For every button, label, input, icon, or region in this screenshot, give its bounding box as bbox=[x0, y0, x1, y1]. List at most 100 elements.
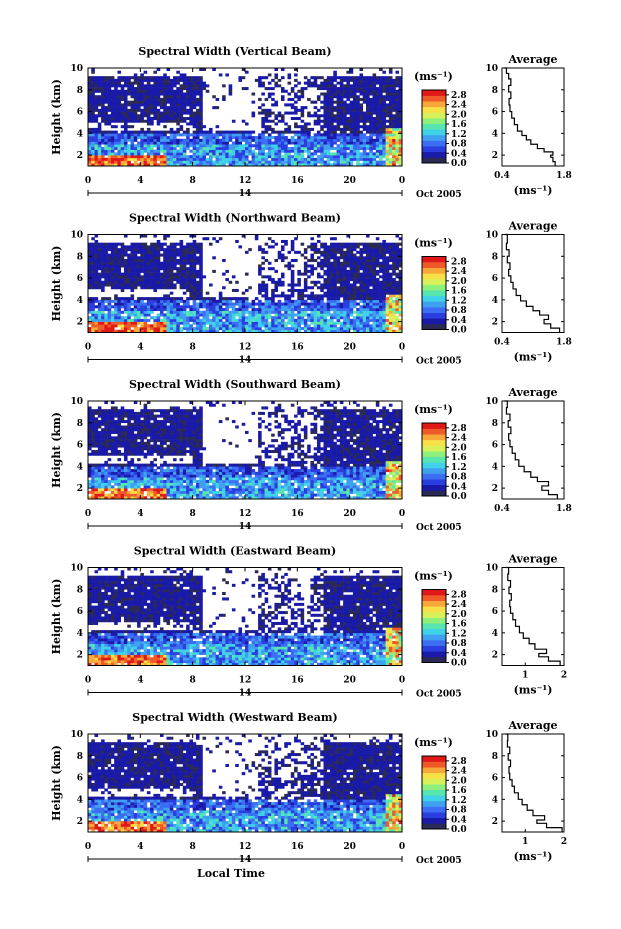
heatmap-cell bbox=[395, 283, 400, 287]
heatmap-cell bbox=[228, 84, 233, 88]
heatmap-cell bbox=[277, 114, 282, 118]
heatmap-cell bbox=[366, 152, 370, 156]
heatmap-cell bbox=[205, 84, 210, 88]
heatmap-cell bbox=[280, 305, 285, 309]
heatmap-cell bbox=[254, 321, 259, 325]
heatmap-cell bbox=[159, 97, 164, 101]
heatmap-cell bbox=[94, 76, 99, 80]
heatmap-cell bbox=[166, 259, 171, 263]
heatmap-cell bbox=[192, 138, 197, 142]
heatmap-cell bbox=[114, 242, 118, 246]
heatmap-cell bbox=[153, 81, 157, 85]
heatmap-cell bbox=[362, 149, 367, 153]
heatmap-cell bbox=[179, 313, 184, 317]
heatmap-cell bbox=[310, 259, 314, 263]
heatmap-cell bbox=[290, 280, 295, 284]
heatmap-cell bbox=[271, 97, 275, 101]
heatmap-cell bbox=[114, 286, 118, 290]
heatmap-cell bbox=[352, 291, 357, 295]
heatmap-cell bbox=[362, 76, 367, 80]
heatmap-cell bbox=[176, 261, 180, 265]
heatmap-cell bbox=[192, 327, 197, 331]
heatmap-cell bbox=[316, 157, 321, 161]
heatmap-cell bbox=[258, 97, 262, 101]
heatmap-cell bbox=[212, 68, 216, 72]
heatmap-cell bbox=[110, 108, 115, 112]
heatmap-cell bbox=[123, 78, 128, 82]
heatmap-cell bbox=[297, 269, 301, 273]
heatmap-cell bbox=[215, 327, 220, 331]
heatmap-cell bbox=[330, 111, 334, 115]
heatmap-cell bbox=[169, 157, 174, 161]
heatmap-cell bbox=[326, 308, 331, 312]
heatmap-cell bbox=[88, 92, 92, 96]
heatmap-cell bbox=[310, 127, 314, 131]
heatmap-cell bbox=[287, 261, 292, 265]
heatmap-cell bbox=[375, 248, 380, 252]
heatmap-cell bbox=[294, 160, 298, 164]
heatmap-cell bbox=[173, 324, 177, 328]
heatmap-cell bbox=[114, 324, 118, 328]
heatmap-cell bbox=[225, 329, 229, 333]
heatmap-cell bbox=[388, 297, 393, 301]
heatmap-cell bbox=[186, 283, 190, 287]
heatmap-cell bbox=[114, 267, 118, 271]
heatmap-cell bbox=[300, 95, 305, 99]
heatmap-cell bbox=[254, 138, 259, 142]
heatmap-cell bbox=[245, 149, 249, 153]
heatmap-cell bbox=[372, 286, 377, 290]
heatmap-cell bbox=[369, 141, 373, 145]
heatmap-cell bbox=[290, 138, 295, 142]
heatmap-cell bbox=[343, 250, 347, 254]
heatmap-cell bbox=[173, 160, 177, 164]
heatmap-cell bbox=[156, 286, 161, 290]
heatmap-cell bbox=[130, 144, 135, 148]
heatmap-cell bbox=[91, 111, 95, 115]
heatmap-cell bbox=[202, 316, 207, 320]
heatmap-cell bbox=[169, 261, 174, 265]
heatmap-cell bbox=[179, 283, 184, 287]
heatmap-cell bbox=[189, 264, 193, 268]
heatmap-cell bbox=[251, 152, 256, 156]
heatmap-cell bbox=[143, 275, 148, 279]
heatmap-cell bbox=[366, 294, 370, 298]
heatmap-cell bbox=[173, 163, 177, 167]
heatmap-cell bbox=[267, 297, 272, 301]
heatmap-cell bbox=[254, 160, 259, 164]
heatmap-cell bbox=[385, 308, 390, 312]
heatmap-cell bbox=[379, 84, 383, 88]
heatmap-cell bbox=[209, 318, 213, 322]
heatmap-cell bbox=[310, 264, 314, 268]
heatmap-cell bbox=[173, 267, 177, 271]
heatmap-cell bbox=[297, 318, 301, 322]
heatmap-cell bbox=[359, 318, 364, 322]
heatmap-cell bbox=[271, 316, 275, 320]
heatmap-cell bbox=[359, 133, 364, 137]
heatmap-cell bbox=[385, 133, 390, 137]
heatmap-cell bbox=[107, 149, 112, 153]
heatmap-cell bbox=[130, 114, 135, 118]
heatmap-cell bbox=[385, 291, 390, 295]
heatmap-cell bbox=[159, 163, 164, 167]
heatmap-cell bbox=[366, 114, 370, 118]
heatmap-cell bbox=[333, 237, 337, 241]
heatmap-cell bbox=[176, 144, 180, 148]
heatmap-cell bbox=[320, 114, 324, 118]
heatmap-cell bbox=[356, 163, 360, 167]
heatmap-cell bbox=[359, 267, 364, 271]
heatmap-cell bbox=[297, 97, 301, 101]
x-tick-label: 12 bbox=[239, 343, 252, 353]
heatmap-cell bbox=[107, 278, 112, 282]
heatmap-cell bbox=[212, 299, 216, 303]
heatmap-cell bbox=[146, 157, 151, 161]
heatmap-cell bbox=[343, 136, 347, 140]
heatmap-cell bbox=[264, 305, 269, 309]
heatmap-cell bbox=[366, 286, 370, 290]
heatmap-cell bbox=[176, 70, 180, 74]
heatmap-cell bbox=[316, 305, 321, 309]
heatmap-cell bbox=[366, 283, 370, 287]
heatmap-cell bbox=[375, 253, 380, 257]
heatmap-cell bbox=[107, 269, 112, 273]
heatmap-cell bbox=[287, 149, 292, 153]
heatmap-cell bbox=[163, 100, 167, 104]
